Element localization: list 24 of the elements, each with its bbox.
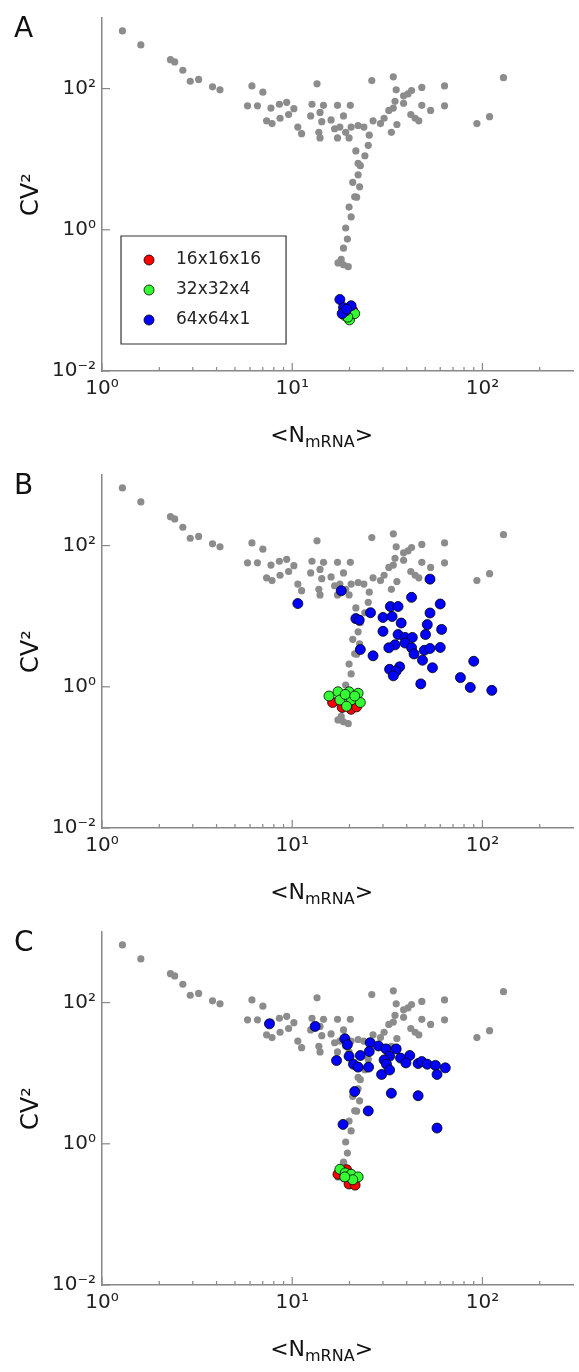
y-tick-label: 10² [62,74,97,99]
chart-title: C [14,925,34,959]
y-axis-title: CV² [16,1087,45,1130]
x-tick-label: 10¹ [275,1289,309,1314]
y-axis-title: CV² [16,630,45,673]
legend-label: 16x16x16 [176,248,262,269]
chart-title: A [14,11,34,45]
legend-label: 64x64x1 [176,308,251,329]
x-tick-label: 10⁰ [85,1289,119,1314]
y-tick-label: 10⁰ [62,673,97,697]
x-tick-label: 10² [465,832,500,857]
legend-label: 32x32x4 [176,278,251,299]
x-tick-label: 10¹ [275,832,309,857]
y-axis-title: CV² [16,173,45,216]
y-tick-label: 10² [62,531,97,556]
y-tick-label: 10² [62,988,97,1013]
x-tick-label: 10² [465,375,500,400]
y-tick-label: 10⁰ [62,1130,97,1154]
x-tick-label: 10⁰ [85,832,119,857]
x-tick-label: 10¹ [275,375,309,400]
chart-title: B [14,468,34,502]
x-tick-label: 10⁰ [85,375,119,400]
x-tick-label: 10² [465,1289,500,1314]
y-tick-label: 10⁰ [62,216,97,240]
